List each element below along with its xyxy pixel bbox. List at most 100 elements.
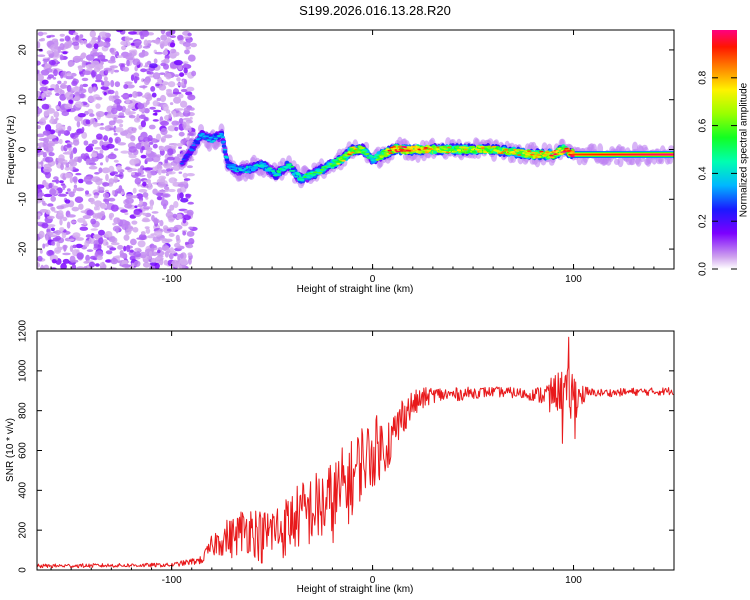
ridge-cell <box>179 162 184 165</box>
noise-speckle <box>167 171 176 175</box>
noise-speckle <box>91 176 101 183</box>
noise-speckle <box>45 234 49 241</box>
noise-speckle <box>53 118 58 123</box>
noise-speckle <box>79 226 89 231</box>
noise-speckle <box>100 122 104 126</box>
x-tick-label: -100 <box>162 274 182 285</box>
noise-speckle <box>95 153 104 160</box>
noise-speckle <box>44 63 51 68</box>
noise-speckle <box>90 228 99 231</box>
noise-speckle <box>132 91 138 98</box>
noise-speckle <box>56 158 66 162</box>
ridge-cell <box>435 148 441 151</box>
ridge-cell <box>213 137 218 140</box>
noise-speckle <box>112 95 120 100</box>
noise-speckle <box>120 40 127 46</box>
noise-speckle <box>85 254 90 262</box>
colorbar-tick-label: 0.4 <box>698 166 709 180</box>
noise-speckle <box>187 201 194 205</box>
ridge-cell <box>529 155 534 158</box>
noise-speckle <box>134 177 142 185</box>
ridge-cell <box>267 167 273 170</box>
noise-speckle <box>150 86 156 92</box>
noise-speckle <box>173 64 179 69</box>
noise-speckle <box>174 126 179 132</box>
noise-speckle <box>152 72 161 80</box>
noise-speckle <box>158 145 165 151</box>
noise-speckle <box>180 198 189 203</box>
y-tick-label: 10 <box>18 94 29 106</box>
noise-speckle <box>100 210 105 217</box>
ridge-cell <box>239 166 245 169</box>
noise-speckle <box>140 30 149 36</box>
noise-speckle <box>78 203 84 210</box>
noise-speckle <box>180 88 188 93</box>
noise-speckle <box>40 37 45 42</box>
noise-speckle <box>37 262 41 268</box>
noise-speckle <box>159 72 166 75</box>
ridge-cell <box>290 165 295 168</box>
ridge-cell <box>228 164 234 166</box>
colorbar-ticks: 0.0 0.2 0.4 0.6 0.8 <box>698 70 737 276</box>
noise-speckle <box>188 226 193 230</box>
noise-speckle <box>92 234 101 239</box>
ridge-cell <box>483 148 489 150</box>
noise-speckle <box>176 77 181 82</box>
noise-speckle <box>104 231 113 238</box>
noise-speckle <box>114 81 121 88</box>
noise-speckle <box>164 186 169 191</box>
noise-speckle <box>128 146 137 153</box>
noise-speckle <box>151 244 157 249</box>
x-tick-label: 100 <box>565 575 582 586</box>
noise-speckle <box>69 176 74 184</box>
noise-speckle <box>69 245 74 253</box>
noise-speckle <box>72 139 80 146</box>
noise-speckle <box>119 123 124 128</box>
noise-speckle <box>92 86 97 93</box>
noise-speckle <box>163 259 168 266</box>
noise-speckle <box>47 215 55 220</box>
noise-speckle <box>184 49 190 55</box>
noise-speckle <box>116 55 124 58</box>
noise-speckle <box>139 136 144 141</box>
ridge-cell <box>326 166 331 169</box>
noise-speckle <box>178 171 183 174</box>
ridge-cell <box>193 139 198 142</box>
noise-speckle <box>88 237 96 244</box>
noise-speckle <box>126 244 131 253</box>
noise-speckle <box>73 55 81 63</box>
ridge-cell <box>505 153 510 156</box>
noise-speckle <box>108 214 112 219</box>
noise-speckle <box>116 165 122 171</box>
ridge-cell <box>567 149 572 152</box>
noise-speckle <box>50 227 56 232</box>
noise-speckle <box>113 132 118 136</box>
y-tick-label: 800 <box>18 402 29 419</box>
noise-speckle <box>167 81 176 88</box>
noise-speckle <box>121 45 127 51</box>
noise-speckle <box>66 143 72 148</box>
x-tick-label: 100 <box>565 274 582 285</box>
noise-speckle <box>38 138 48 141</box>
noise-speckle <box>116 105 123 112</box>
noise-speckle <box>182 36 191 39</box>
ridge-cell <box>549 154 554 157</box>
noise-speckle <box>58 101 62 107</box>
noise-speckle <box>133 251 141 258</box>
noise-speckle <box>133 210 141 215</box>
noise-speckle <box>45 147 49 152</box>
noise-speckle <box>159 41 165 49</box>
noise-speckle <box>139 85 148 89</box>
noise-speckle <box>147 180 152 188</box>
noise-speckle <box>113 98 122 105</box>
noise-speckle <box>152 109 162 113</box>
noise-speckle <box>162 103 169 112</box>
noise-speckle <box>85 43 92 48</box>
ridge-cell <box>191 144 196 147</box>
noise-speckle <box>105 32 111 37</box>
noise-speckle <box>37 192 45 197</box>
noise-speckle <box>54 87 63 94</box>
noise-speckle <box>128 31 137 35</box>
ridge-cell <box>380 154 385 157</box>
